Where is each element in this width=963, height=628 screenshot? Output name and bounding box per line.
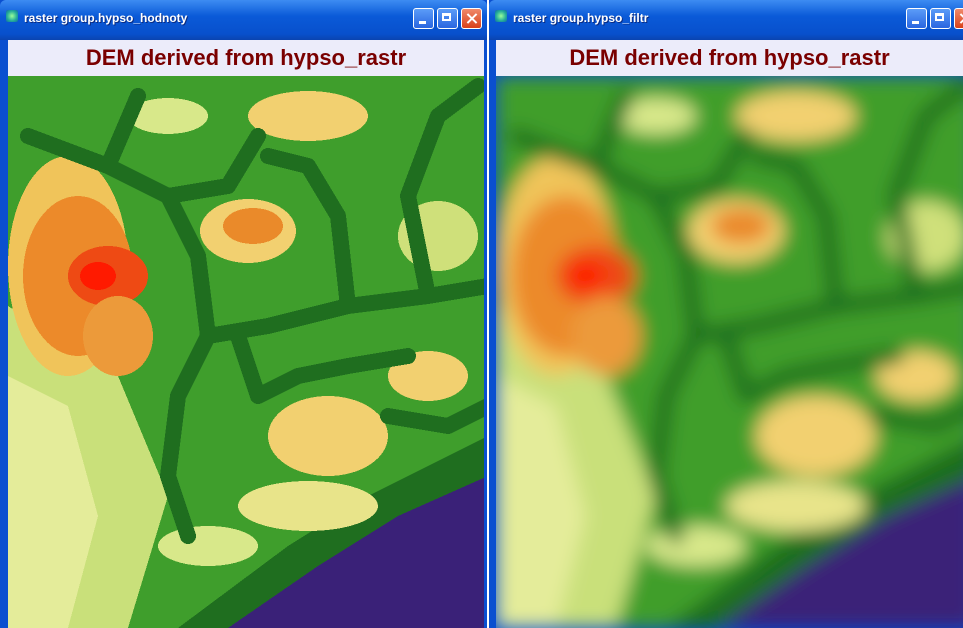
title-bar: raster group.hypso_filtr [489, 0, 963, 40]
maximize-button[interactable] [930, 8, 951, 29]
window-icon [6, 10, 18, 22]
window-icon [495, 10, 507, 22]
window: raster group.hypso_hodnoty DEM derived f… [0, 0, 487, 628]
window: raster group.hypso_filtr DEM derived fro… [489, 0, 963, 628]
raster-header: DEM derived from hypso_rastr [8, 40, 484, 76]
raster-header: DEM derived from hypso_rastr [496, 40, 963, 76]
raster-image [496, 76, 963, 628]
minimize-button[interactable] [906, 8, 927, 29]
window-title: raster group.hypso_hodnoty [24, 11, 187, 25]
window-title: raster group.hypso_filtr [513, 11, 648, 25]
close-button[interactable] [461, 8, 482, 29]
maximize-button[interactable] [437, 8, 458, 29]
title-bar: raster group.hypso_hodnoty [0, 0, 487, 40]
close-button[interactable] [954, 8, 963, 29]
minimize-button[interactable] [413, 8, 434, 29]
screen: {"windows": [ {"title": "raster group.hy… [0, 0, 963, 628]
raster-image [8, 76, 484, 628]
